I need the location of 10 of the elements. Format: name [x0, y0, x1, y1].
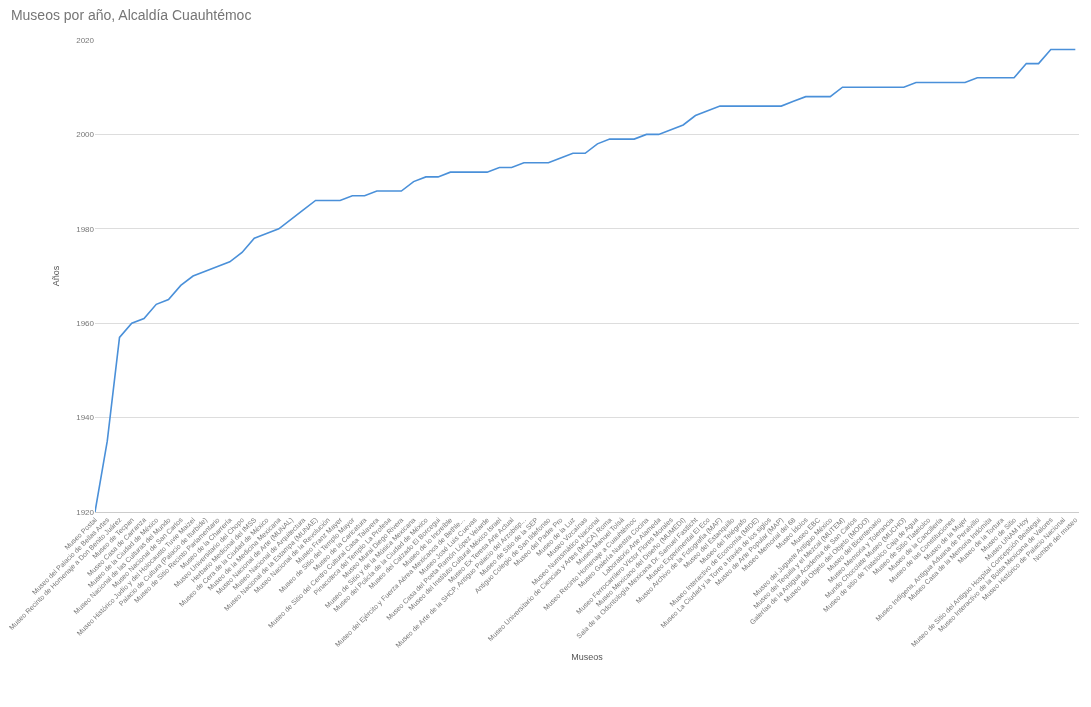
line-series: [95, 48, 1077, 512]
y-tick-label: 1940: [76, 413, 95, 423]
y-axis-title: Años: [50, 265, 61, 287]
y-tick-label: 1960: [76, 319, 95, 328]
y-tick-label: 1980: [76, 224, 95, 234]
chart-title: Museos por año, Alcaldía Cuauhtémoc: [10, 7, 252, 24]
y-tick-label: 2020: [76, 35, 95, 45]
y-tick-label: 1920: [76, 507, 95, 517]
x-axis-title: Museos: [571, 652, 604, 663]
y-tick-label: 2000: [76, 130, 95, 140]
